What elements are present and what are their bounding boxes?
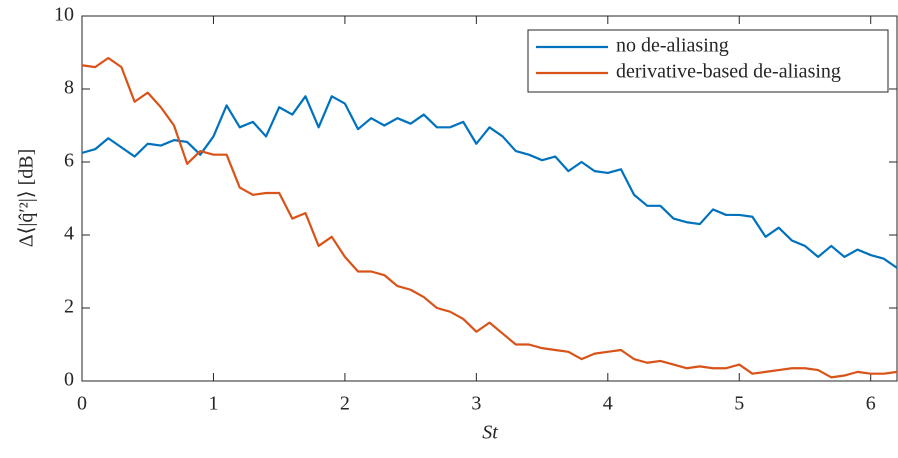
- legend-label: no de-aliasing: [616, 35, 729, 57]
- y-axis-label: Δ⟨|q̂′²|⟩ [dB]: [16, 149, 38, 248]
- y-tick-label: 6: [64, 150, 74, 172]
- legend-label: derivative-based de-aliasing: [616, 61, 841, 83]
- x-tick-label: 3: [471, 393, 481, 415]
- x-tick-label: 4: [603, 393, 613, 415]
- y-tick-label: 10: [54, 4, 74, 26]
- x-tick-label: 2: [340, 393, 350, 415]
- y-tick-label: 8: [64, 77, 74, 99]
- x-axis-label: St: [482, 422, 498, 444]
- data-line: [81, 56, 898, 379]
- x-tick-label: 6: [866, 393, 876, 415]
- y-tick-label: 4: [64, 223, 74, 245]
- legend: [527, 29, 889, 93]
- x-tick-label: 0: [77, 393, 87, 415]
- x-tick-label: 5: [734, 393, 744, 415]
- data-line: [81, 95, 898, 269]
- x-tick-label: 1: [208, 393, 218, 415]
- y-tick-label: 0: [64, 369, 74, 391]
- y-tick-label: 2: [64, 296, 74, 318]
